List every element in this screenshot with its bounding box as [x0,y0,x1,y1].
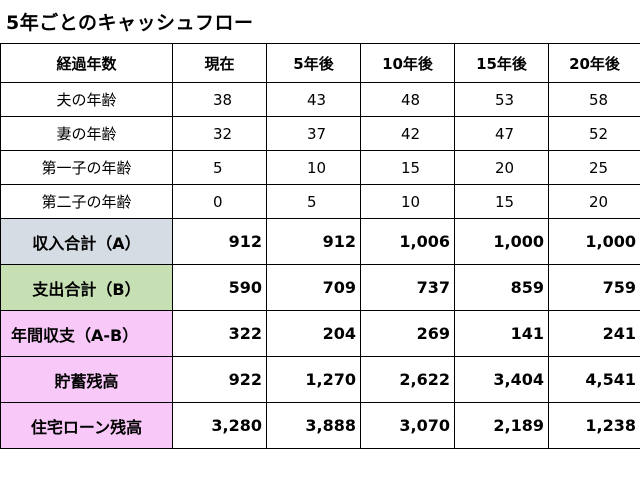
cell-value: 269 [360,310,455,357]
cell-value: 43 [266,82,361,117]
cell-value: 1,006 [360,218,455,265]
cell-value: 25 [548,150,640,185]
cell-value: 737 [360,264,455,311]
cell-value: 15 [360,150,455,185]
header-cell: 10年後 [360,43,455,83]
cell-value: 912 [172,218,267,265]
row-label: 貯蓄残高 [0,356,173,403]
row-label: 夫の年齢 [0,82,173,117]
row-label: 第二子の年齢 [0,184,173,219]
cell-value: 922 [172,356,267,403]
table-row-income-total: 収入合計（A） 912 912 1,006 1,000 1,000 [0,218,640,265]
cell-value: 15 [454,184,549,219]
table-row-expense-total: 支出合計（B） 590 709 737 859 759 [0,264,640,311]
cell-value: 52 [548,116,640,151]
cell-value: 20 [454,150,549,185]
row-label: 支出合計（B） [0,264,173,311]
cell-value: 241 [548,310,640,357]
cell-value: 10 [360,184,455,219]
cell-value: 20 [548,184,640,219]
cell-value: 322 [172,310,267,357]
cell-value: 3,070 [360,402,455,449]
table-row-husband-age: 夫の年齢 38 43 48 53 58 [0,82,640,117]
cell-value: 859 [454,264,549,311]
table-row-second-child-age: 第二子の年齢 0 5 10 15 20 [0,184,640,219]
header-cell: 15年後 [454,43,549,83]
cell-value: 912 [266,218,361,265]
cell-value: 58 [548,82,640,117]
cell-value: 42 [360,116,455,151]
cell-value: 5 [266,184,361,219]
cell-value: 1,238 [548,402,640,449]
cell-value: 47 [454,116,549,151]
row-label: 住宅ローン残高 [0,402,173,449]
cell-value: 1,270 [266,356,361,403]
table-header-row: 経過年数 現在 5年後 10年後 15年後 20年後 [0,43,640,83]
row-label: 年間収支（A-B） [0,310,173,357]
cell-value: 48 [360,82,455,117]
row-label: 第一子の年齢 [0,150,173,185]
cashflow-table: 経過年数 現在 5年後 10年後 15年後 20年後 夫の年齢 38 43 48… [0,43,640,449]
cell-value: 38 [172,82,267,117]
header-cell: 20年後 [548,43,640,83]
cell-value: 53 [454,82,549,117]
cell-value: 141 [454,310,549,357]
cell-value: 3,404 [454,356,549,403]
cell-value: 10 [266,150,361,185]
cell-value: 1,000 [548,218,640,265]
cell-value: 709 [266,264,361,311]
table-row-first-child-age: 第一子の年齢 5 10 15 20 25 [0,150,640,185]
cell-value: 37 [266,116,361,151]
cell-value: 3,280 [172,402,267,449]
cell-value: 759 [548,264,640,311]
cell-value: 32 [172,116,267,151]
table-row-mortgage-balance: 住宅ローン残高 3,280 3,888 3,070 2,189 1,238 [0,402,640,449]
header-cell: 5年後 [266,43,361,83]
cell-value: 2,622 [360,356,455,403]
cell-value: 2,189 [454,402,549,449]
row-label: 妻の年齢 [0,116,173,151]
cell-value: 5 [172,150,267,185]
table-row-wife-age: 妻の年齢 32 37 42 47 52 [0,116,640,151]
cell-value: 0 [172,184,267,219]
cell-value: 4,541 [548,356,640,403]
header-cell: 現在 [172,43,267,83]
cell-value: 3,888 [266,402,361,449]
page-title: 5年ごとのキャッシュフロー [6,12,254,34]
table-row-savings-balance: 貯蓄残高 922 1,270 2,622 3,404 4,541 [0,356,640,403]
cell-value: 1,000 [454,218,549,265]
header-cell: 経過年数 [0,43,173,83]
cell-value: 204 [266,310,361,357]
row-label: 収入合計（A） [0,218,173,265]
cell-value: 590 [172,264,267,311]
table-row-annual-balance: 年間収支（A-B） 322 204 269 141 241 [0,310,640,357]
